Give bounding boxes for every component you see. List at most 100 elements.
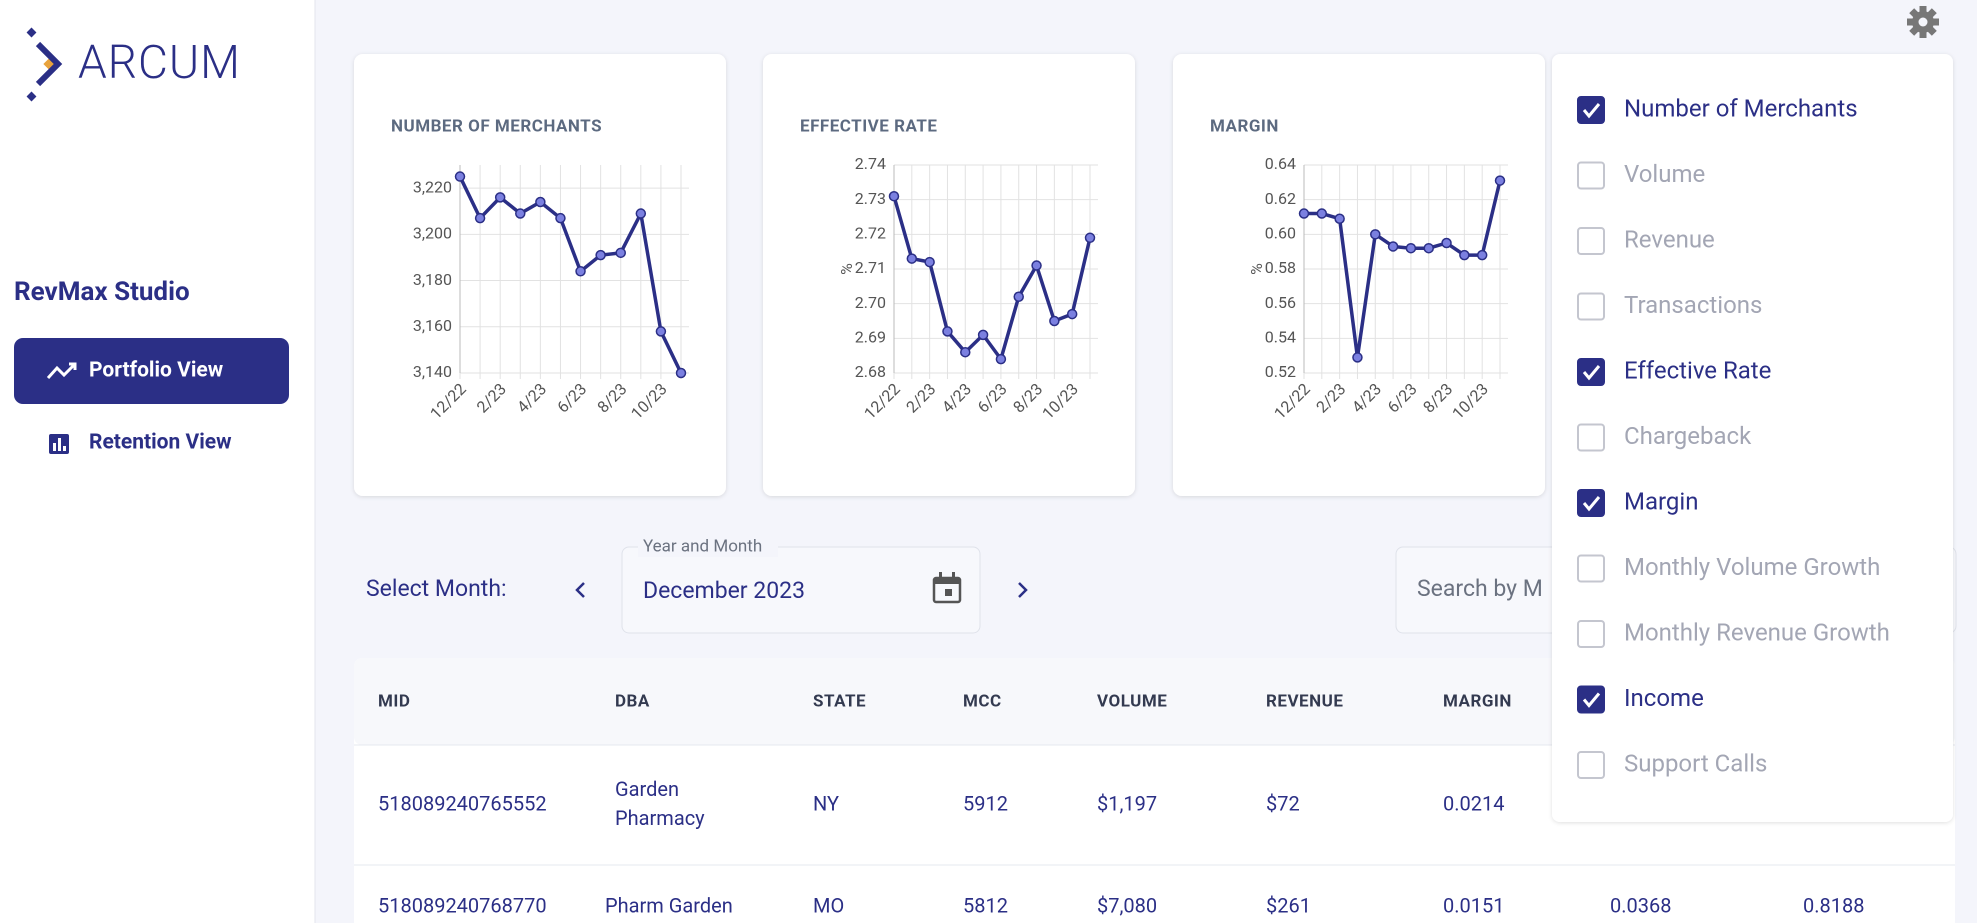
point xyxy=(906,253,918,264)
y-tick-label: 0.62 xyxy=(1265,189,1296,208)
field-label: Year and Month xyxy=(643,536,762,556)
icon-bar xyxy=(53,443,56,451)
settings-gear[interactable] xyxy=(1907,6,1939,38)
table-cell: 5812 xyxy=(963,893,1008,917)
y-tick-label: 2.69 xyxy=(855,328,886,347)
calendar-icon[interactable] xyxy=(932,572,962,604)
charts: NUMBER OF MERCHANTS 3,140 3,160 3,180 3,200 3… xyxy=(354,54,1545,496)
point xyxy=(960,346,971,358)
app-title: RevMax Studio xyxy=(14,277,190,307)
point xyxy=(555,212,566,224)
checkbox[interactable] xyxy=(1577,227,1605,255)
field-label-bg xyxy=(638,537,778,557)
menu-item-label[interactable]: Monthly Volume Growth xyxy=(1624,553,1880,581)
column-header[interactable]: MCC xyxy=(963,691,1002,711)
nav-label[interactable]: Retention View xyxy=(89,431,232,455)
checkbox[interactable] xyxy=(1577,685,1605,714)
column-header[interactable]: DBA xyxy=(615,691,650,711)
chart-title: MARGIN xyxy=(1210,116,1279,136)
table-cell: 5912 xyxy=(963,791,1008,815)
checkmark xyxy=(1582,103,1601,119)
point xyxy=(1316,208,1328,219)
y-tick-label: 2.72 xyxy=(855,224,886,243)
menu-item-label[interactable]: Number of Merchants xyxy=(1624,94,1858,122)
checkbox[interactable] xyxy=(1577,423,1605,452)
point xyxy=(1066,308,1078,320)
checkmark xyxy=(1582,692,1601,708)
column-header[interactable]: VOLUME xyxy=(1097,691,1167,711)
checkbox[interactable] xyxy=(1577,96,1605,124)
point xyxy=(888,190,900,202)
point xyxy=(655,326,667,337)
checkbox[interactable] xyxy=(1577,554,1605,583)
menu-item-label[interactable]: Volume xyxy=(1624,160,1705,188)
point xyxy=(1423,242,1434,254)
point xyxy=(454,171,466,182)
point xyxy=(1476,249,1488,261)
point xyxy=(595,249,606,261)
y-tick-label: 2.74 xyxy=(855,154,886,173)
nav-label[interactable]: Portfolio View xyxy=(89,359,224,383)
column-header[interactable]: MARGIN xyxy=(1443,691,1512,711)
next-month[interactable] xyxy=(1018,582,1028,598)
point xyxy=(1494,175,1506,186)
point xyxy=(1298,208,1310,219)
menu-item-label[interactable]: Support Calls xyxy=(1624,749,1767,777)
point xyxy=(515,208,526,219)
checkbox[interactable] xyxy=(1577,292,1605,321)
point xyxy=(977,329,989,341)
checkbox[interactable] xyxy=(1577,620,1605,648)
table-cell: 0.0151 xyxy=(1443,893,1504,917)
point xyxy=(1031,260,1042,271)
checkbox[interactable] xyxy=(1577,751,1605,779)
nav-button-active[interactable] xyxy=(14,338,289,404)
y-tick-label: 0.58 xyxy=(1265,258,1296,277)
y-tick-label: 2.73 xyxy=(855,189,886,208)
point xyxy=(1334,213,1345,224)
y-tick-label: 3,220 xyxy=(413,177,452,196)
prev-month[interactable] xyxy=(575,582,585,598)
point xyxy=(1441,237,1452,249)
month-value: December 2023 xyxy=(643,577,805,604)
menu-item-label[interactable]: Income xyxy=(1624,684,1704,712)
menu-item-label[interactable]: Effective Rate xyxy=(1624,356,1771,384)
menu-item-label[interactable]: Monthly Revenue Growth xyxy=(1624,618,1890,646)
menu-item-label[interactable]: Transactions xyxy=(1624,291,1762,319)
column-header[interactable]: MID xyxy=(378,691,410,711)
point xyxy=(1387,241,1399,252)
chart-title: NUMBER OF MERCHANTS xyxy=(391,116,602,136)
table-cell: Pharm Garden xyxy=(605,893,733,917)
y-tick-label: 0.52 xyxy=(1265,362,1296,381)
menu-panel xyxy=(1552,54,1953,822)
column-header[interactable]: REVENUE xyxy=(1266,691,1343,711)
y-tick-label: 0.54 xyxy=(1265,328,1296,347)
table-cell: 0.0368 xyxy=(1610,893,1671,917)
y-tick-label: 3,200 xyxy=(413,224,452,243)
menu-item-label[interactable]: Margin xyxy=(1624,487,1698,515)
point xyxy=(942,326,953,337)
logo[interactable]: ARCUM xyxy=(26,27,241,102)
column-header[interactable]: STATE xyxy=(813,691,866,711)
checkbox[interactable] xyxy=(1577,358,1605,386)
table-cell: 518089240765552 xyxy=(378,791,547,815)
icon-bar xyxy=(63,446,66,451)
bar-icon xyxy=(49,434,69,454)
trend-icon xyxy=(46,362,77,380)
table-cell: $72 xyxy=(1266,791,1300,815)
point xyxy=(535,196,546,208)
search-placeholder: Search by M xyxy=(1417,575,1543,602)
checkbox[interactable] xyxy=(1577,161,1605,190)
checkmark xyxy=(1582,365,1601,381)
menu-item-label[interactable]: Chargeback xyxy=(1624,422,1752,450)
gear-hole xyxy=(1918,17,1928,27)
point xyxy=(1405,242,1417,254)
point xyxy=(615,247,626,259)
month-input[interactable] xyxy=(621,546,981,634)
point xyxy=(494,192,506,203)
menu-item-label[interactable]: Revenue xyxy=(1624,225,1715,253)
point xyxy=(1370,229,1381,240)
checkbox[interactable] xyxy=(1577,489,1605,517)
table-cell: 0.0214 xyxy=(1443,791,1504,815)
